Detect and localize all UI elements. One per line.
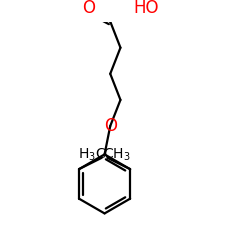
Text: HO: HO [133,0,158,18]
Text: O: O [104,117,117,135]
Text: CH$_3$: CH$_3$ [103,147,130,163]
Text: O: O [82,0,96,18]
Text: H$_3$C: H$_3$C [78,147,106,163]
